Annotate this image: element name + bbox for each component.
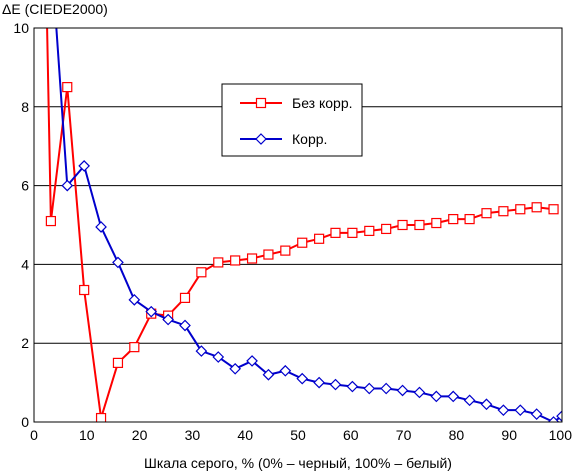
legend-item-1: Без корр. [240,95,353,111]
legend-marker [255,133,267,145]
data-point [112,357,124,368]
data-point [128,294,141,306]
data-point [45,215,56,227]
data-point [381,223,392,235]
y-axis-title: ΔE (CIEDE2000) [2,1,108,17]
data-point [179,292,191,303]
data-point [481,208,492,219]
data-point [497,404,510,417]
data-point [212,351,225,363]
data-point [397,219,408,231]
y-axis-ticks: 0 2 4 6 8 10 [13,20,29,430]
x-tick-label: 100 [549,427,573,443]
data-point [430,390,443,403]
x-tick-label: 90 [501,427,517,443]
data-point [230,255,241,266]
y-tick-label: 10 [13,20,29,36]
y-tick-label: 8 [21,99,29,115]
data-point [145,305,158,318]
data-point [262,368,275,381]
x-axis-title: Шкала серого, % (0% – черный, 100% – бел… [144,455,452,471]
data-point [78,160,91,172]
data-point [129,342,140,353]
data-point [346,380,359,393]
y-tick-label: 4 [21,256,29,272]
series-2 [55,28,562,422]
x-tick-label: 30 [185,427,201,443]
data-point [531,202,542,213]
data-point [463,394,476,407]
data-point [279,364,292,377]
plot-frame [33,27,563,423]
data-point [112,256,124,269]
x-tick-label: 40 [237,427,253,443]
data-point [246,355,258,367]
data-point [95,221,107,233]
data-point [498,206,509,217]
x-tick-label: 50 [290,427,306,443]
data-point [514,404,527,417]
data-point [556,410,562,422]
data-point [313,376,325,389]
data-point [62,81,73,93]
series-layer [45,28,562,422]
data-point [363,382,376,395]
data-point [431,217,442,229]
data-point [364,225,375,237]
data-point [280,245,291,256]
data-point [195,345,208,357]
series-1 [45,28,559,422]
y-tick-label: 2 [21,335,29,351]
data-point [515,204,526,215]
legend: Без корр. Корр. [221,83,363,157]
x-tick-label: 20 [132,427,148,443]
legend-label: Корр. [292,131,327,147]
x-tick-label: 80 [449,427,465,443]
data-point [296,372,309,385]
data-point [213,257,224,268]
legend-item-2: Корр. [240,131,327,147]
data-point [413,386,426,399]
x-axis-ticks: 0 10 20 30 40 50 60 70 80 90 100 [30,427,572,443]
data-point [162,313,174,326]
data-point [548,204,559,215]
data-point [330,227,341,238]
x-tick-label: 70 [396,427,412,443]
data-point [229,362,242,375]
data-point [464,213,475,225]
data-point [329,378,342,391]
x-tick-label: 60 [343,427,359,443]
data-point [179,319,191,332]
x-tick-label: 0 [30,427,38,443]
data-point [79,284,90,296]
data-point [95,412,107,422]
data-point [61,179,74,192]
data-point [547,416,560,422]
data-point [263,249,274,260]
data-point [246,253,258,264]
y-tick-label: 6 [21,178,29,194]
legend-box [221,83,363,157]
data-point [314,233,325,244]
data-point [297,237,308,248]
data-point [448,213,459,225]
y-tick-label: 0 [21,414,29,430]
legend-label: Без корр. [292,95,353,111]
data-point [380,382,393,395]
x-tick-label: 10 [79,427,95,443]
data-point [196,267,207,278]
data-point [530,408,543,420]
data-point [396,384,409,397]
data-point [447,390,460,403]
data-point [414,219,425,231]
data-point [347,227,358,238]
legend-marker [255,97,267,109]
data-point [480,398,493,411]
